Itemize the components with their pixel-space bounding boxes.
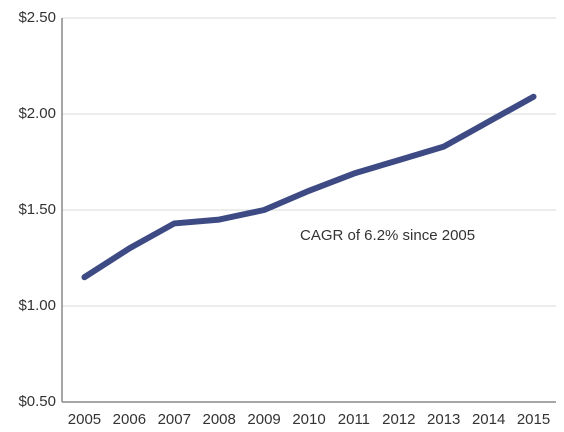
x-tick-label: 2009 [247, 411, 280, 428]
y-tick-label: $2.50 [18, 9, 56, 26]
x-tick-label: 2007 [158, 411, 191, 428]
x-tick-label: 2014 [472, 411, 505, 428]
x-tick-label: 2012 [382, 411, 415, 428]
x-tick-label: 2013 [427, 411, 460, 428]
x-tick-label: 2010 [292, 411, 325, 428]
y-tick-label: $2.00 [18, 105, 56, 122]
x-tick-label: 2011 [338, 411, 370, 428]
line [81, 93, 537, 281]
annotation: CAGR of 6.2% since 2005 [300, 227, 475, 244]
x-tick-label: 2015 [517, 411, 550, 428]
y-tick-label: $0.50 [18, 393, 56, 410]
y-tick-label: $1.00 [18, 297, 56, 314]
x-tick-label: 2006 [113, 411, 146, 428]
y-tick-label: $1.50 [18, 201, 56, 218]
x-tick-label: 2005 [68, 411, 101, 428]
x-tick-label: 2008 [202, 411, 235, 428]
